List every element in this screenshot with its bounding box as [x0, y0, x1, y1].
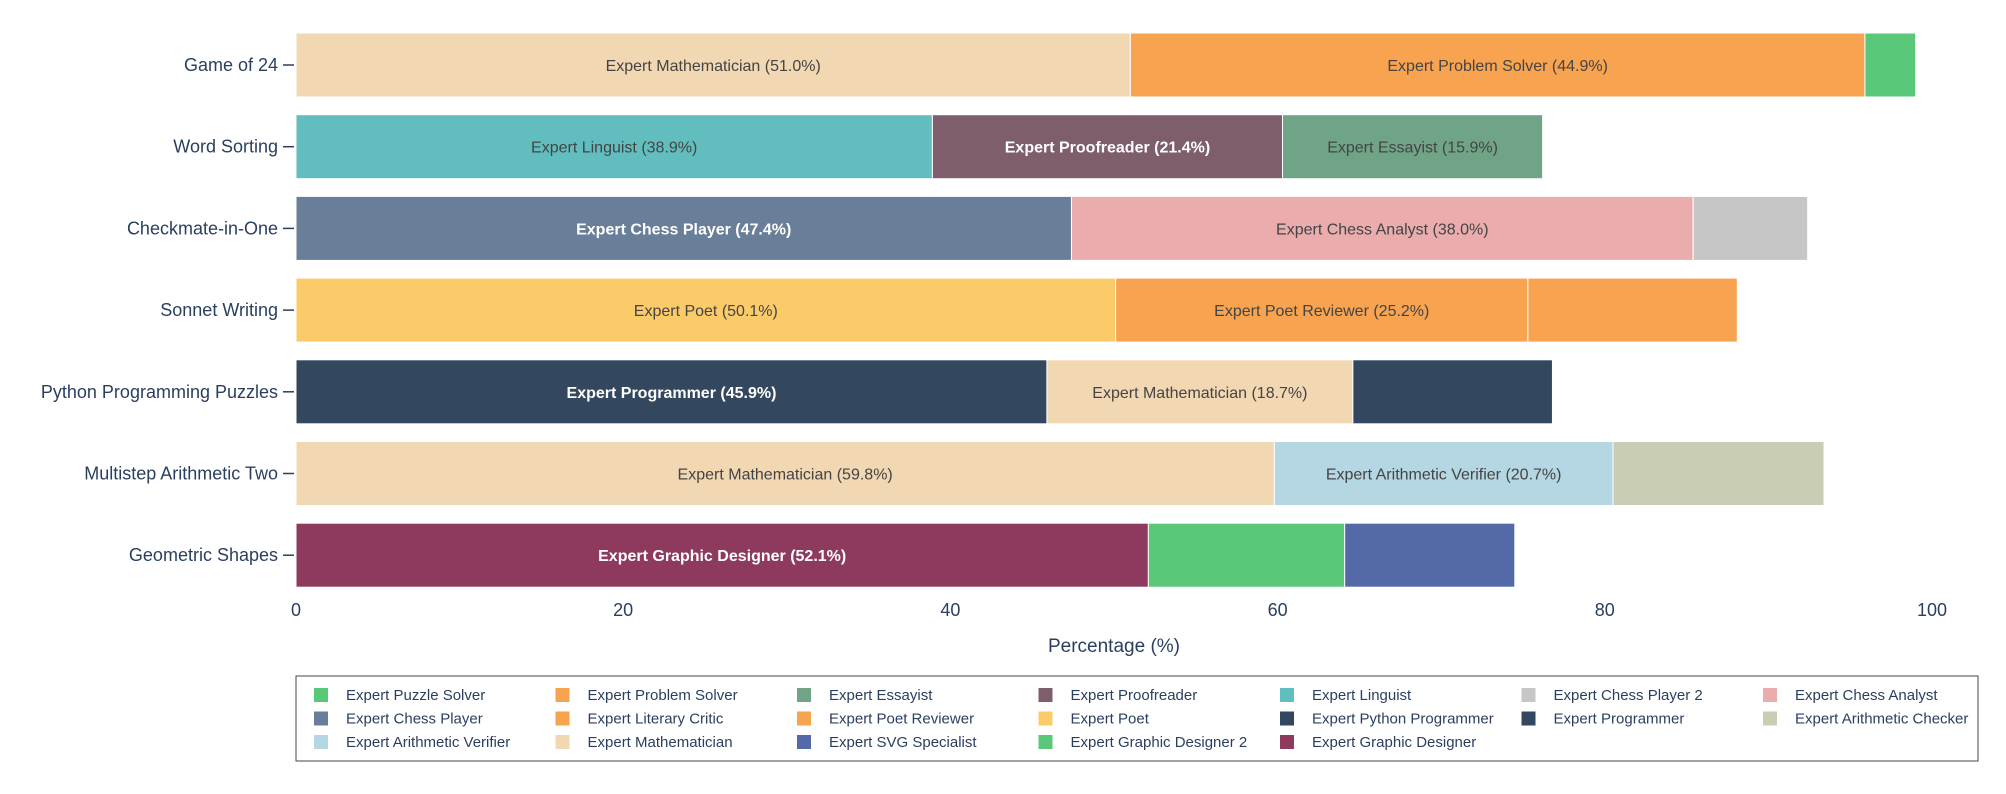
legend-swatch-expert-arithmetic-checker	[1763, 711, 1777, 726]
x-tick-label-20: 20	[613, 600, 633, 620]
bar-geometric-shapes-expert-graphic-designer-2	[1147, 522, 1346, 588]
bar-label-python-programming-puzzles-expert-mathematician: Expert Mathematician (18.7%)	[1092, 385, 1307, 402]
legend-label-expert-chess-player: Expert Chess Player	[346, 711, 483, 728]
x-axis-title: Percentage (%)	[1048, 636, 1180, 657]
legend-swatch-expert-linguist	[1280, 688, 1294, 702]
legend-swatch-expert-programmer	[1521, 711, 1536, 726]
x-tick-label-100: 100	[1917, 600, 1947, 620]
legend-swatch-expert-problem-solver	[555, 688, 570, 702]
x-axis: 0 20 40 60 80 100	[291, 600, 1947, 620]
legend-label-expert-poet: Expert Poet	[1071, 711, 1150, 728]
x-tick-label-80: 80	[1595, 600, 1615, 620]
bar-label-word-sorting-expert-essayist: Expert Essayist (15.9%)	[1327, 140, 1498, 157]
legend-swatch-expert-poet-reviewer	[797, 711, 811, 726]
bar-checkmate-in-one-expert-chess-player	[295, 195, 1072, 261]
bar-sonnet-writing-expert-poet-reviewer	[1115, 277, 1529, 343]
legend-swatch-expert-puzzle-solver	[314, 688, 328, 702]
bar-label-sonnet-writing-expert-poet-reviewer: Expert Poet Reviewer (25.2%)	[1214, 303, 1429, 320]
category-label-geometric-shapes: Geometric Shapes	[129, 545, 278, 565]
bar-python-programming-puzzles-expert-python-programmer	[1352, 359, 1553, 425]
legend-label-expert-arithmetic-checker: Expert Arithmetic Checker	[1795, 711, 1968, 728]
bar-label-word-sorting-expert-proofreader: Expert Proofreader (21.4%)	[1005, 140, 1210, 157]
legend-swatch-expert-proofreader	[1038, 688, 1053, 702]
bar-word-sorting-expert-linguist	[295, 114, 933, 180]
bar-multistep-arithmetic-two-expert-arithmetic-checker	[1612, 441, 1825, 506]
legend-swatch-expert-literary-critic	[555, 711, 570, 726]
bar-label-python-programming-puzzles-expert-programmer: Expert Programmer (45.9%)	[567, 385, 777, 402]
legend-swatch-expert-graphic-designer-2	[1038, 735, 1053, 749]
category-label-sonnet-writing: Sonnet Writing	[160, 300, 278, 320]
legend-label-expert-graphic-designer-2: Expert Graphic Designer 2	[1071, 734, 1248, 751]
x-tick-label-60: 60	[1268, 600, 1288, 620]
legend-swatch-expert-essayist	[797, 688, 811, 702]
bar-label-checkmate-in-one-expert-chess-analyst: Expert Chess Analyst (38.0%)	[1276, 221, 1489, 238]
legend-box	[295, 675, 1979, 762]
category-labels: Game of 24 Word Sorting Checkmate-in-One So…	[41, 55, 294, 565]
bar-checkmate-in-one-expert-chess-analyst	[1070, 195, 1694, 261]
category-label-checkmate-in-one: Checkmate-in-One	[127, 218, 278, 238]
bar-python-programming-puzzles-expert-programmer	[295, 359, 1048, 425]
legend-label-expert-programmer: Expert Programmer	[1554, 711, 1685, 728]
category-label-multistep-arithmetic-two: Multistep Arithmetic Two	[84, 464, 278, 484]
category-label-word-sorting: Word Sorting	[173, 137, 278, 157]
legend-label-expert-mathematician: Expert Mathematician	[588, 734, 733, 751]
bar-multistep-arithmetic-two-expert-mathematician	[295, 441, 1275, 506]
legend-label-expert-chess-analyst: Expert Chess Analyst	[1795, 687, 1938, 704]
legend-label-expert-puzzle-solver: Expert Puzzle Solver	[346, 687, 485, 704]
bar-label-word-sorting-expert-linguist: Expert Linguist (38.9%)	[531, 140, 697, 157]
bar-word-sorting-expert-proofreader	[931, 114, 1284, 180]
legend-swatch-expert-graphic-designer	[1280, 735, 1294, 749]
bar-label-multistep-arithmetic-two-expert-mathematician: Expert Mathematician (59.8%)	[678, 467, 893, 484]
bar-label-game-of-24-expert-mathematician: Expert Mathematician (51.0%)	[606, 58, 821, 75]
category-label-python-programming-puzzles: Python Programming Puzzles	[41, 382, 278, 402]
legend-label-expert-python-programmer: Expert Python Programmer	[1312, 711, 1494, 728]
bar-sonnet-writing-expert-literary-critic	[1527, 277, 1738, 343]
bar-word-sorting-expert-essayist	[1282, 114, 1544, 180]
legend-swatch-expert-arithmetic-verifier	[314, 735, 328, 749]
legend-swatch-expert-chess-player-2	[1521, 688, 1536, 702]
bar-geometric-shapes-expert-svg-specialist	[1344, 522, 1516, 588]
legend-swatch-expert-poet	[1038, 711, 1053, 726]
x-tick-label-0: 0	[291, 600, 301, 620]
legend-label-expert-chess-player-2: Expert Chess Player 2	[1554, 687, 1703, 704]
legend-swatch-expert-svg-specialist	[797, 735, 811, 749]
legend-swatch-expert-chess-analyst	[1763, 688, 1777, 702]
legend-label-expert-svg-specialist: Expert SVG Specialist	[829, 734, 977, 751]
bar-label-sonnet-writing-expert-poet: Expert Poet (50.1%)	[634, 303, 778, 320]
bar-checkmate-in-one-expert-chess-player-2	[1692, 195, 1809, 261]
bar-label-multistep-arithmetic-two-expert-arithmetic-verifier: Expert Arithmetic Verifier (20.7%)	[1326, 467, 1562, 484]
bar-sonnet-writing-expert-poet	[295, 277, 1117, 343]
legend-label-expert-literary-critic: Expert Literary Critic	[588, 711, 724, 728]
bar-game-of-24-expert-problem-solver	[1129, 32, 1866, 98]
legend-label-expert-poet-reviewer: Expert Poet Reviewer	[829, 711, 974, 728]
bar-game-of-24-expert-mathematician	[295, 32, 1131, 98]
legend-swatch-expert-chess-player	[314, 711, 328, 726]
legend-swatch-expert-python-programmer	[1280, 711, 1294, 726]
legend-label-expert-problem-solver: Expert Problem Solver	[588, 687, 738, 704]
legend-label-expert-graphic-designer: Expert Graphic Designer	[1312, 734, 1476, 751]
bar-game-of-24-expert-puzzle-solver	[1864, 32, 1917, 98]
bars-layer: Expert Mathematician (51.0%) Expert Probl…	[295, 32, 1917, 588]
x-tick-label-40: 40	[940, 600, 960, 620]
bar-label-checkmate-in-one-expert-chess-player: Expert Chess Player (47.4%)	[576, 221, 791, 238]
bar-label-game-of-24-expert-problem-solver: Expert Problem Solver (44.9%)	[1387, 58, 1608, 75]
legend: Expert Puzzle Solver Expert Problem Solve…	[295, 675, 1979, 762]
legend-label-expert-linguist: Expert Linguist	[1312, 687, 1412, 704]
bar-multistep-arithmetic-two-expert-arithmetic-verifier	[1273, 441, 1614, 506]
bar-geometric-shapes-expert-graphic-designer	[295, 522, 1149, 588]
legend-swatch-expert-mathematician	[555, 735, 570, 749]
legend-label-expert-arithmetic-verifier: Expert Arithmetic Verifier	[346, 734, 510, 751]
bar-label-geometric-shapes-expert-graphic-designer: Expert Graphic Designer (52.1%)	[598, 548, 846, 565]
category-label-game-of-24: Game of 24	[184, 55, 278, 75]
legend-label-expert-essayist: Expert Essayist	[829, 687, 933, 704]
legend-label-expert-proofreader: Expert Proofreader	[1071, 687, 1198, 704]
